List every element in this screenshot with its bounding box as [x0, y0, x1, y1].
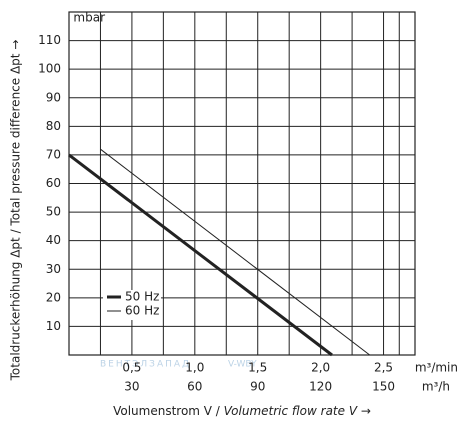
x2-tick-label: 90	[250, 380, 265, 394]
y-tick-label: 20	[46, 290, 61, 304]
y-tick-label: 80	[46, 119, 61, 133]
y-tick-label: 10	[46, 319, 61, 333]
x2-tick-label: 30	[124, 380, 139, 394]
x2-tick-label: 120	[309, 380, 332, 394]
x-tick-label: 1,0	[185, 361, 204, 375]
x-axis-title-plain: Volumenstrom V /	[113, 404, 224, 418]
legend-label: 50 Hz	[125, 290, 159, 304]
x2-tick-label: 60	[187, 380, 202, 394]
x-unit: m³/min	[415, 361, 458, 375]
y-tick-label: 40	[46, 233, 61, 247]
y-tick-label: 60	[46, 176, 61, 190]
x-tick-label: 2,0	[311, 361, 330, 375]
x-tick-label: 0,5	[122, 361, 141, 375]
watermark: V-WBY	[228, 360, 257, 370]
series-line	[100, 148, 371, 356]
y-tick-label: 30	[46, 262, 61, 276]
y-tick-label: 70	[46, 147, 61, 161]
watermark: ВЕНТЭЛЗАПАД	[100, 360, 191, 370]
y-axis-title: Totaldruckerhöhung Δpt / Total pressure …	[9, 40, 23, 382]
y-unit: mbar	[73, 11, 105, 25]
y-tick-label: 90	[46, 90, 61, 104]
series-line	[68, 153, 333, 357]
legend-bg	[103, 290, 161, 320]
y-tick-label: 110	[38, 33, 61, 47]
x-tick-label: 1,5	[248, 361, 267, 375]
x2-unit: m³/h	[422, 380, 450, 394]
x-tick-label: 2,5	[374, 361, 393, 375]
x-axis-title-italic: Volumetric flow rate V →	[224, 404, 371, 418]
y-tick-label: 50	[46, 205, 61, 219]
legend-label: 60 Hz	[125, 304, 159, 318]
y-tick-label: 100	[38, 62, 61, 76]
x-axis-title: Volumenstrom V / Volumetric flow rate V …	[113, 404, 371, 418]
x2-tick-label: 150	[372, 380, 395, 394]
